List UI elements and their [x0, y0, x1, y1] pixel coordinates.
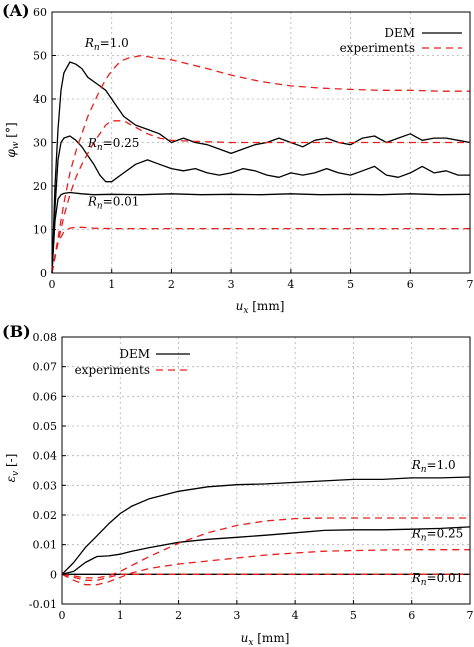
- panel-a-x-tick-label: 0: [49, 278, 56, 291]
- panel-a-ticks: 0 1 2 3 4 5 6 7 0 10 20 30 40 50 60: [33, 6, 474, 291]
- panel-b-series-experiments-line: [61, 573, 470, 581]
- panel-a-x-axis-label: ux [mm]: [236, 299, 285, 316]
- panel-b-series-dem-line: [61, 476, 471, 575]
- panel-a-y-axis-label: φw [°]: [4, 122, 21, 157]
- panel-a-legend: DEM experiments: [340, 26, 462, 55]
- panel-b-label: (B): [2, 322, 31, 341]
- panel-b-y-tick-label: 0.08: [33, 331, 58, 344]
- panel-a-y-tick-label: 0: [40, 267, 47, 280]
- panel-a-y-tick-label: 30: [33, 137, 47, 150]
- panel-b-x-tick-label: 1: [117, 609, 124, 622]
- panel-a-x-tick-label: 3: [228, 278, 235, 291]
- panel-b-y-tick-label: 0.05: [33, 420, 58, 433]
- panel-a-series-experiments-line: [51, 120, 470, 274]
- panel-b-x-tick-label: 6: [408, 609, 415, 622]
- panel-b: (B) 0 1 2 3 4 5 6 7-0.0100.010.020.030.040.050.…: [2, 322, 474, 647]
- panel-b-annotation-rn: Rn=0.25: [411, 526, 464, 543]
- panel-b-x-tick-label: 5: [350, 609, 357, 622]
- panel-b-annotation-rn: Rn=0.01: [411, 571, 464, 588]
- panel-a-label: (A): [2, 1, 30, 20]
- panel-a-y-tick-label: 40: [33, 93, 47, 106]
- panel-b-y-axis-label: εv [-]: [4, 454, 21, 483]
- panel-a-x-tick-label: 5: [347, 278, 354, 291]
- panel-b-y-tick-label: 0.02: [33, 509, 58, 522]
- panel-a-series: [51, 54, 471, 274]
- panel-b-ticks: 0 1 2 3 4 5 6 7-0.0100.010.020.030.040.050.060.…: [29, 331, 474, 622]
- panel-b-x-axis-label: ux [mm]: [241, 631, 290, 647]
- panel-a-y-tick-label: 20: [33, 180, 47, 193]
- panel-b-series-dem-line: [61, 526, 471, 575]
- panel-b-legend-label-dem: DEM: [119, 347, 150, 361]
- panel-a-x-tick-label: 1: [108, 278, 115, 291]
- panel-b-x-tick-label: 2: [175, 609, 182, 622]
- panel-b-annotations: Rn=1.0 Rn=0.25 Rn=0.01: [411, 458, 464, 588]
- panel-b-series-experiments-line: [61, 549, 470, 586]
- panel-b-y-tick-label: 0.03: [33, 479, 58, 492]
- panel-b-x-tick-label: 7: [467, 609, 474, 622]
- panel-a-x-tick-label: 6: [407, 278, 414, 291]
- panel-a-x-tick-label: 4: [287, 278, 294, 291]
- panel-b-series: [61, 476, 471, 586]
- panel-a-legend-label-experiments: experiments: [340, 41, 415, 55]
- panel-b-x-tick-label: 0: [59, 609, 66, 622]
- panel-a-y-tick-label: 10: [33, 224, 47, 237]
- panel-a-series-experiments-line: [51, 54, 470, 274]
- panel-a-annotation-rn: Rn=0.01: [87, 195, 140, 212]
- panel-a-y-tick-label: 60: [33, 6, 47, 19]
- panel-a-series-dem-line: [51, 61, 471, 274]
- panel-a-annotations: Rn=1.0 Rn=0.25 Rn=0.01: [84, 36, 140, 212]
- panel-b-plot-frame: [61, 336, 471, 605]
- panel-b-series-experiments-line: [61, 517, 470, 579]
- panel-a-annotation-rn: Rn=0.25: [87, 136, 140, 153]
- panel-a-x-tick-label: 7: [467, 278, 474, 291]
- panel-a-x-tick-label: 2: [168, 278, 175, 291]
- panel-b-grid: [62, 337, 470, 604]
- panel-b-y-tick-label: 0.01: [33, 539, 58, 552]
- panel-b-y-tick-label: -0.01: [29, 598, 57, 611]
- panel-a-series-experiments-line: [51, 226, 470, 274]
- panel-b-legend-label-experiments: experiments: [75, 363, 150, 377]
- panel-a-y-tick-label: 50: [33, 50, 47, 63]
- panel-a-series-dem-line: [51, 135, 470, 274]
- panel-b-x-tick-label: 4: [292, 609, 299, 622]
- panel-b-y-tick-label: 0: [50, 568, 57, 581]
- panel-a-legend-label-dem: DEM: [384, 26, 415, 40]
- panel-b-legend: DEM experiments: [75, 347, 190, 377]
- panel-b-y-tick-label: 0.07: [33, 361, 58, 374]
- panel-b-y-tick-label: 0.06: [33, 390, 58, 403]
- panel-b-annotation-rn: Rn=1.0: [411, 458, 456, 475]
- panel-a-series-dem-line: [51, 191, 471, 274]
- panel-a-annotation-rn: Rn=1.0: [84, 36, 129, 53]
- panel-b-y-tick-label: 0.04: [33, 450, 58, 463]
- panel-b-x-tick-label: 3: [233, 609, 240, 622]
